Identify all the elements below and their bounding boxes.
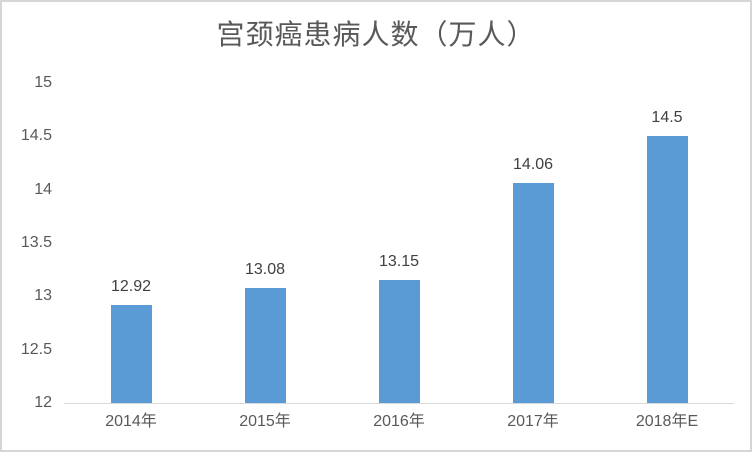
bar-value-label: 13.08 xyxy=(244,260,286,278)
chart-title: 宫颈癌患病人数（万人） xyxy=(216,20,536,51)
y-axis: 15 14.5 14 13.5 13 12.5 12 xyxy=(2,74,52,411)
bar-value-label: 13.15 xyxy=(378,253,420,271)
y-tick-label: 12.5 xyxy=(20,340,52,358)
bar-slot: 12.92 2014年 xyxy=(64,83,198,430)
bar-slot: 14.5 2018年E xyxy=(600,83,734,430)
bar-slot: 14.06 2017年 xyxy=(466,83,600,430)
y-tick-label: 13.5 xyxy=(20,234,52,251)
y-tick-label: 15 xyxy=(34,74,52,91)
y-tick-label: 13 xyxy=(34,287,52,305)
x-category-label: 2017年 xyxy=(507,413,559,430)
x-category-label: 2015年 xyxy=(239,413,291,430)
bar xyxy=(378,280,420,403)
bar xyxy=(646,136,688,403)
bar-value-label: 14.5 xyxy=(651,109,683,127)
y-tick-label: 14.5 xyxy=(20,127,52,145)
x-category-label: 2016年 xyxy=(373,413,425,430)
bar xyxy=(110,304,152,403)
bar xyxy=(512,183,554,403)
x-category-label: 2018年E xyxy=(635,413,699,430)
x-category-label: 2014年 xyxy=(105,413,157,430)
bar-slot: 13.08 2015年 xyxy=(198,83,332,430)
bar-value-label: 12.92 xyxy=(110,277,152,295)
plot-area: 12.92 2014年 13.08 2015年 13.15 2016年 14.06 2017年… xyxy=(64,83,734,430)
bar xyxy=(244,287,286,403)
bar-slot: 13.15 2016年 xyxy=(332,83,466,430)
bar-value-label: 14.06 xyxy=(512,156,554,174)
y-tick-label: 14 xyxy=(34,180,52,198)
y-tick-label: 12 xyxy=(34,394,52,411)
